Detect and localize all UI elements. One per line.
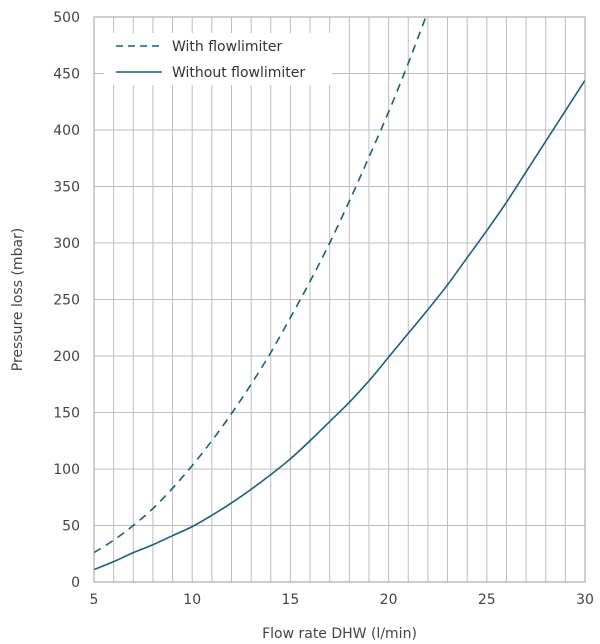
x-tick-label: 25 — [478, 592, 496, 608]
legend: With flowlimiter Without flowlimiter — [104, 33, 332, 85]
y-tick-label: 0 — [71, 575, 80, 591]
y-tick-label: 500 — [53, 10, 80, 26]
legend-background — [104, 33, 332, 85]
x-tick-label: 20 — [380, 592, 398, 608]
y-tick-label: 50 — [62, 519, 80, 535]
y-axis-title: Pressure loss (mbar) — [10, 228, 26, 372]
y-tick-label: 300 — [53, 236, 80, 252]
y-tick-label: 150 — [53, 406, 80, 422]
y-tick-label: 400 — [53, 123, 80, 139]
x-axis-title: Flow rate DHW (l/min) — [262, 626, 417, 642]
series-group — [94, 17, 585, 571]
series-line-without-flowlimiter — [94, 79, 585, 571]
y-tick-label: 450 — [53, 67, 80, 83]
y-tick-label: 250 — [53, 293, 80, 309]
x-tick-label: 30 — [576, 592, 594, 608]
plot-frame — [93, 16, 586, 583]
x-tick-label: 15 — [281, 592, 299, 608]
y-tick-label: 100 — [53, 462, 80, 478]
y-tick-label: 350 — [53, 180, 80, 196]
tick-labels: 5 10 15 20 25 3005010015020025030035040045050… — [53, 10, 594, 608]
legend-label-without-flowlimiter: Without flowlimiter — [172, 65, 305, 81]
x-tick-label: 5 — [90, 592, 99, 608]
x-tick-label: 10 — [183, 592, 201, 608]
y-tick-label: 200 — [53, 349, 80, 365]
series-line-with-flowlimiter — [94, 17, 427, 554]
grid — [93, 16, 586, 583]
legend-label-with-flowlimiter: With flowlimiter — [172, 39, 282, 55]
